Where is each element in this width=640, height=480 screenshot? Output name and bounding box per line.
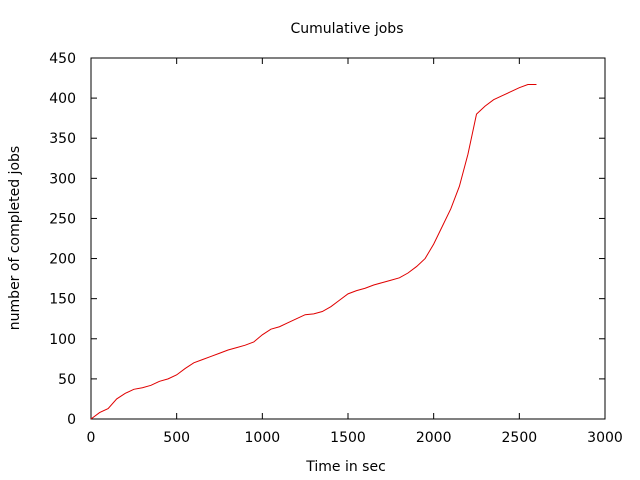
- x-tick-label: 1500: [330, 430, 366, 446]
- y-tick-label: 100: [49, 332, 76, 348]
- series-layer: [90, 83, 537, 420]
- x-tick-label: 2500: [502, 430, 538, 446]
- y-tick-label: 50: [58, 372, 76, 388]
- chart-title: Cumulative jobs: [291, 21, 404, 37]
- series-line: [90, 83, 537, 420]
- x-tick-label: 3000: [587, 430, 623, 446]
- x-axis-label: Time in sec: [305, 459, 386, 475]
- y-axis-label: number of completed jobs: [7, 146, 23, 330]
- y-tick-label: 350: [49, 131, 76, 147]
- x-tick-label: 500: [163, 430, 190, 446]
- y-axis: 0 50 100 150 200 250 300 350 400 450: [49, 51, 605, 428]
- y-tick-label: 200: [49, 252, 76, 268]
- plot-frame: [90, 57, 606, 420]
- y-tick-label: 400: [49, 91, 76, 107]
- y-tick-label: 300: [49, 171, 76, 187]
- x-tick-label: 0: [87, 430, 96, 446]
- y-tick-label: 250: [49, 211, 76, 227]
- x-tick-label: 1000: [245, 430, 281, 446]
- y-tick-label: 450: [49, 51, 76, 67]
- x-axis: 0 500 1000 1500 2000 2500 3000: [87, 58, 623, 446]
- y-tick-label: 150: [49, 292, 76, 308]
- x-tick-label: 2000: [416, 430, 452, 446]
- y-tick-label: 0: [67, 412, 76, 428]
